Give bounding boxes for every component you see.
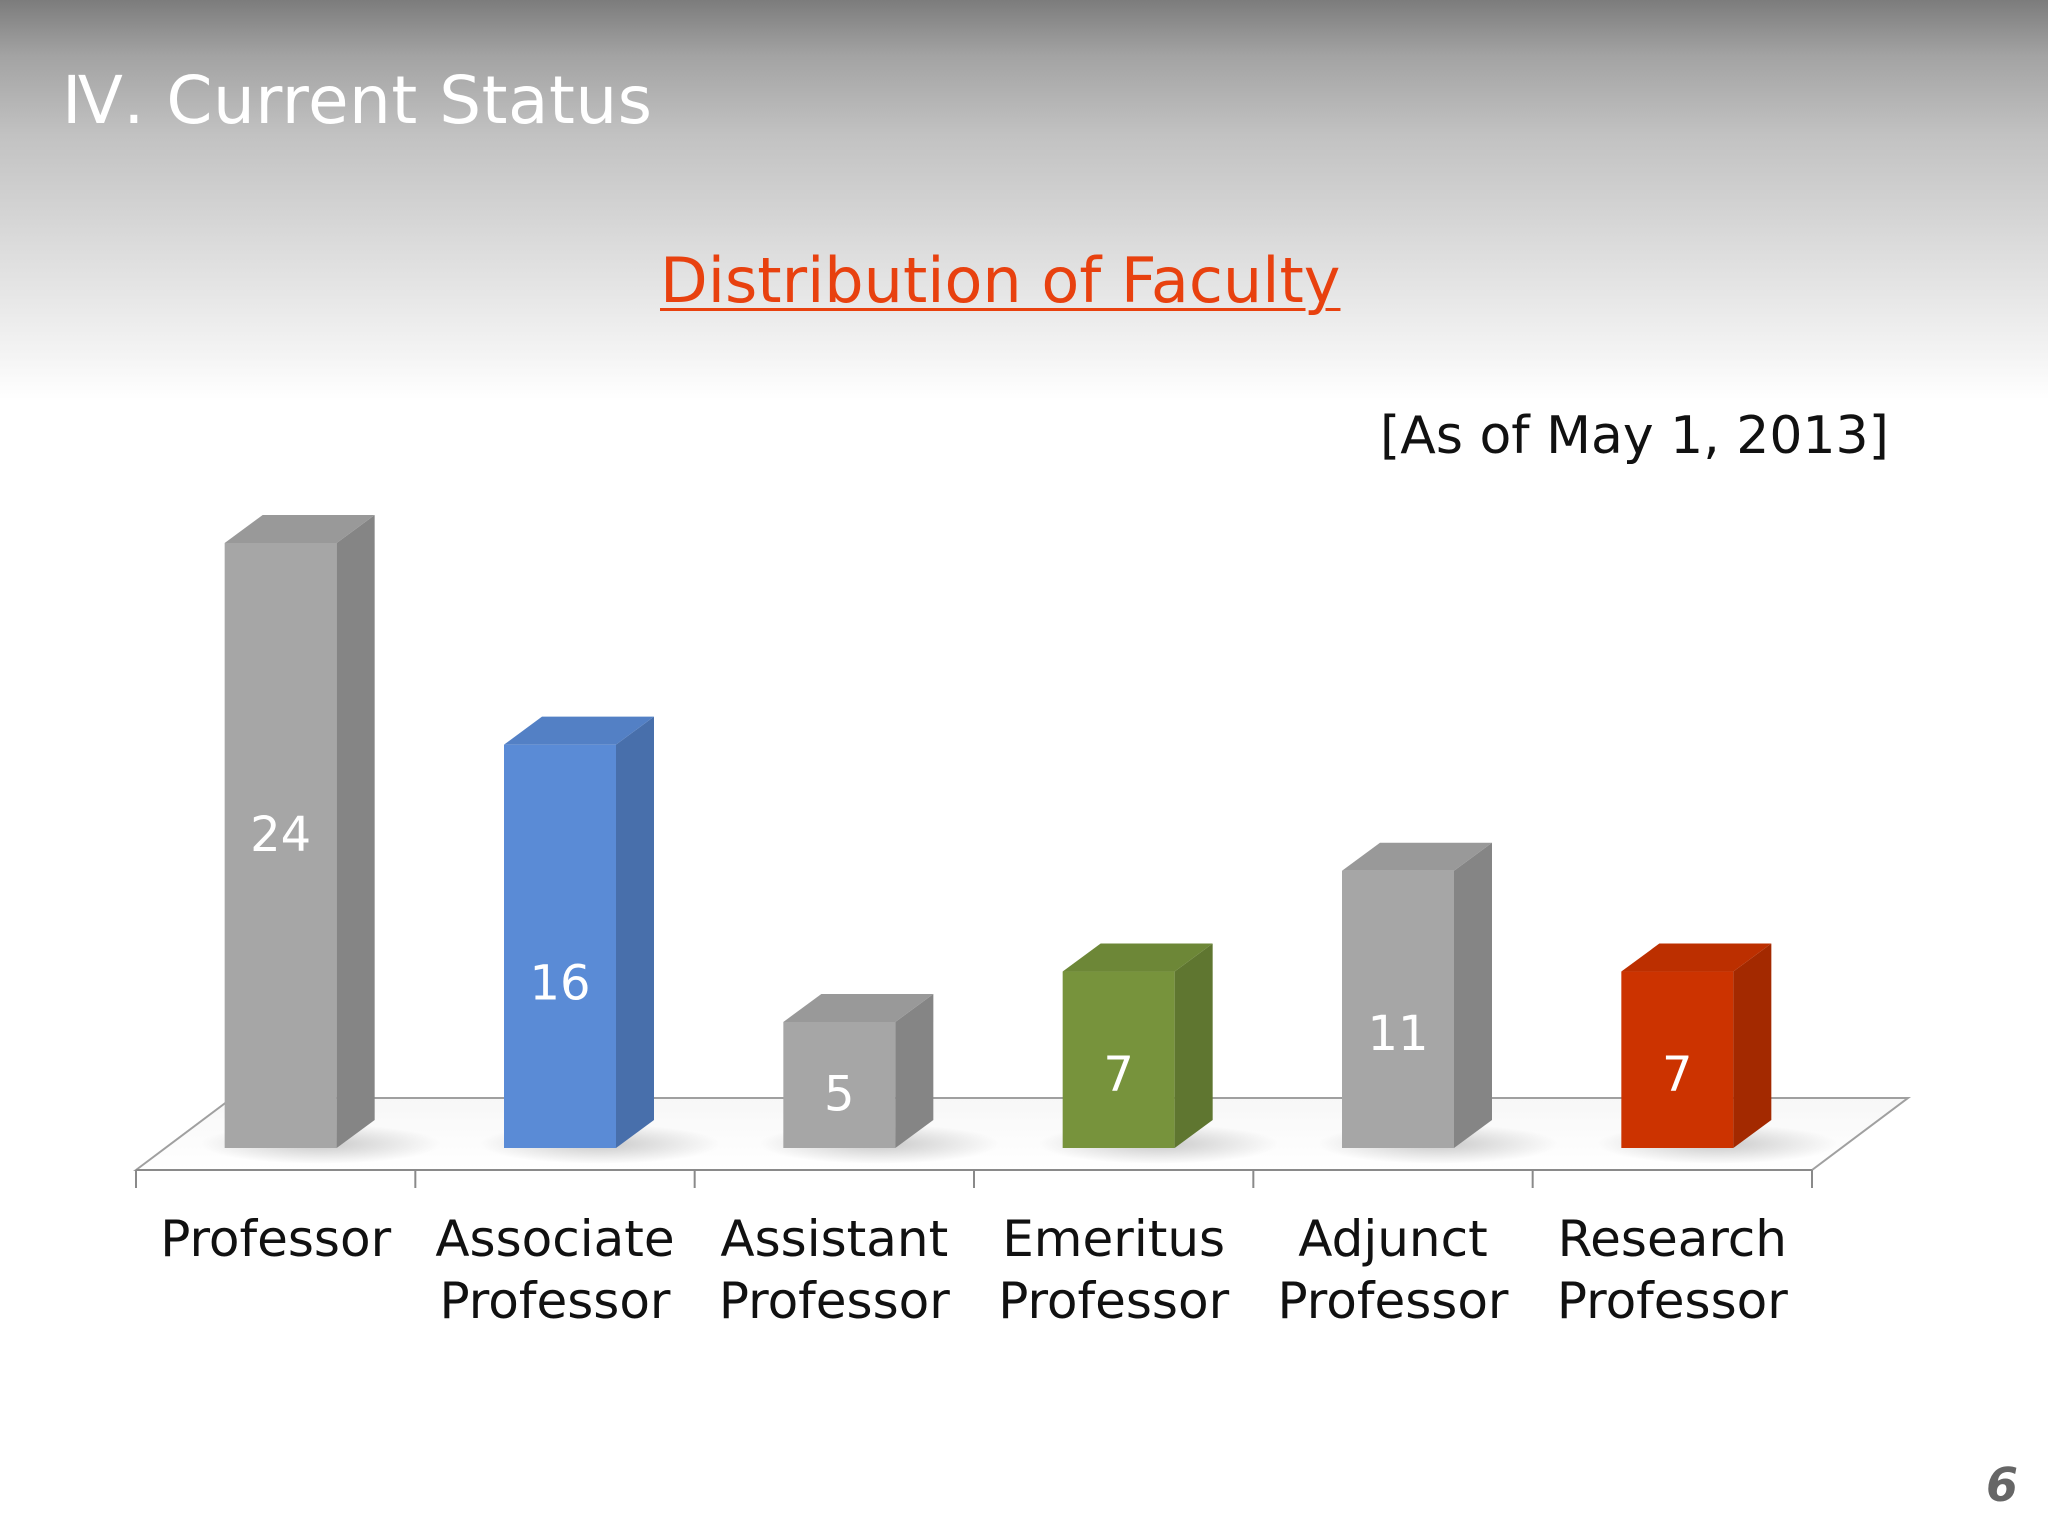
bar-side bbox=[616, 716, 654, 1148]
category-label-line: Research bbox=[1557, 1210, 1787, 1268]
bar-front bbox=[1621, 971, 1734, 1148]
bar-top bbox=[504, 716, 654, 745]
category-label-line: Professor bbox=[439, 1272, 671, 1330]
bar-top bbox=[1062, 943, 1213, 972]
bar bbox=[783, 993, 934, 1148]
bar-side bbox=[1174, 943, 1213, 1148]
bar bbox=[224, 515, 375, 1148]
category-label: Emeritus Professor bbox=[974, 1208, 1254, 1332]
section-title: Ⅳ. Current Status bbox=[62, 62, 653, 139]
bar-value-label: 7 bbox=[1662, 1046, 1693, 1102]
header-band bbox=[0, 0, 2048, 400]
category-label: Assistant Professor bbox=[694, 1208, 974, 1332]
category-label-line: Professor bbox=[1277, 1272, 1509, 1330]
category-label-line: Associate bbox=[435, 1210, 675, 1268]
bar-side bbox=[336, 515, 375, 1148]
bar-top bbox=[1621, 943, 1772, 972]
category-label: Research Professor bbox=[1532, 1208, 1812, 1332]
page-number: 6 bbox=[1985, 1458, 2018, 1512]
bar-side bbox=[1733, 943, 1772, 1148]
category-label: Associate Professor bbox=[415, 1208, 695, 1332]
bar-side bbox=[1454, 842, 1492, 1148]
bar-front bbox=[1342, 870, 1454, 1148]
bar-value-label: 5 bbox=[824, 1067, 855, 1123]
bar-value-label: 24 bbox=[250, 807, 311, 863]
bar-front bbox=[224, 543, 337, 1148]
bar-top bbox=[783, 993, 934, 1022]
category-label-line: Adjunct bbox=[1298, 1210, 1488, 1268]
category-label-line: Professor bbox=[1556, 1272, 1788, 1330]
bar-value-label: 16 bbox=[529, 956, 590, 1012]
as-of-note: [As of May 1, 2013] bbox=[1380, 406, 1889, 466]
bar-value-label: 7 bbox=[1103, 1046, 1134, 1102]
bar-top bbox=[1342, 842, 1492, 871]
bar-front bbox=[504, 744, 616, 1148]
category-label: Professor bbox=[136, 1208, 416, 1270]
category-label-line: Assistant bbox=[720, 1210, 949, 1268]
bar-top bbox=[224, 515, 375, 543]
bar-front bbox=[783, 1021, 896, 1148]
category-label: Adjunct Professor bbox=[1253, 1208, 1533, 1332]
category-label-line: Professor bbox=[718, 1272, 950, 1330]
bar bbox=[1621, 943, 1772, 1148]
category-label-line: Professor bbox=[160, 1210, 392, 1268]
bar-value-label: 11 bbox=[1367, 1006, 1428, 1062]
bar bbox=[504, 716, 654, 1148]
bar bbox=[1062, 943, 1213, 1148]
bar-side bbox=[895, 993, 934, 1148]
category-label-line: Professor bbox=[998, 1272, 1230, 1330]
category-label-line: Emeritus bbox=[1002, 1210, 1226, 1268]
bar-front bbox=[1062, 971, 1175, 1148]
bar bbox=[1342, 842, 1492, 1148]
chart-title: Distribution of Faculty bbox=[660, 244, 1341, 317]
